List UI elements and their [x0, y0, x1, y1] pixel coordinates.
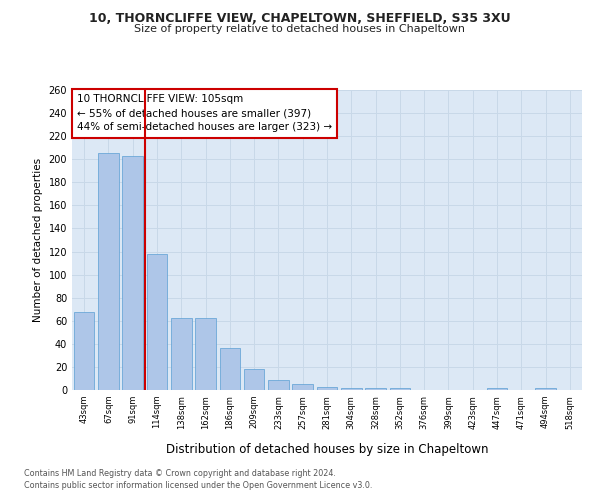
Text: 10 THORNCLIFFE VIEW: 105sqm
← 55% of detached houses are smaller (397)
44% of se: 10 THORNCLIFFE VIEW: 105sqm ← 55% of det…: [77, 94, 332, 132]
Bar: [171, 318, 191, 390]
Bar: [365, 388, 386, 390]
Bar: [268, 380, 289, 390]
Bar: [389, 388, 410, 390]
Bar: [146, 254, 167, 390]
Bar: [487, 388, 508, 390]
Bar: [535, 388, 556, 390]
Bar: [98, 154, 119, 390]
Text: Distribution of detached houses by size in Chapeltown: Distribution of detached houses by size …: [166, 442, 488, 456]
Text: Size of property relative to detached houses in Chapeltown: Size of property relative to detached ho…: [134, 24, 466, 34]
Bar: [220, 348, 240, 390]
Text: Contains public sector information licensed under the Open Government Licence v3: Contains public sector information licen…: [24, 481, 373, 490]
Y-axis label: Number of detached properties: Number of detached properties: [33, 158, 43, 322]
Bar: [74, 312, 94, 390]
Text: 10, THORNCLIFFE VIEW, CHAPELTOWN, SHEFFIELD, S35 3XU: 10, THORNCLIFFE VIEW, CHAPELTOWN, SHEFFI…: [89, 12, 511, 26]
Bar: [292, 384, 313, 390]
Bar: [122, 156, 143, 390]
Bar: [244, 369, 265, 390]
Bar: [195, 318, 216, 390]
Text: Contains HM Land Registry data © Crown copyright and database right 2024.: Contains HM Land Registry data © Crown c…: [24, 468, 336, 477]
Bar: [317, 386, 337, 390]
Bar: [341, 388, 362, 390]
